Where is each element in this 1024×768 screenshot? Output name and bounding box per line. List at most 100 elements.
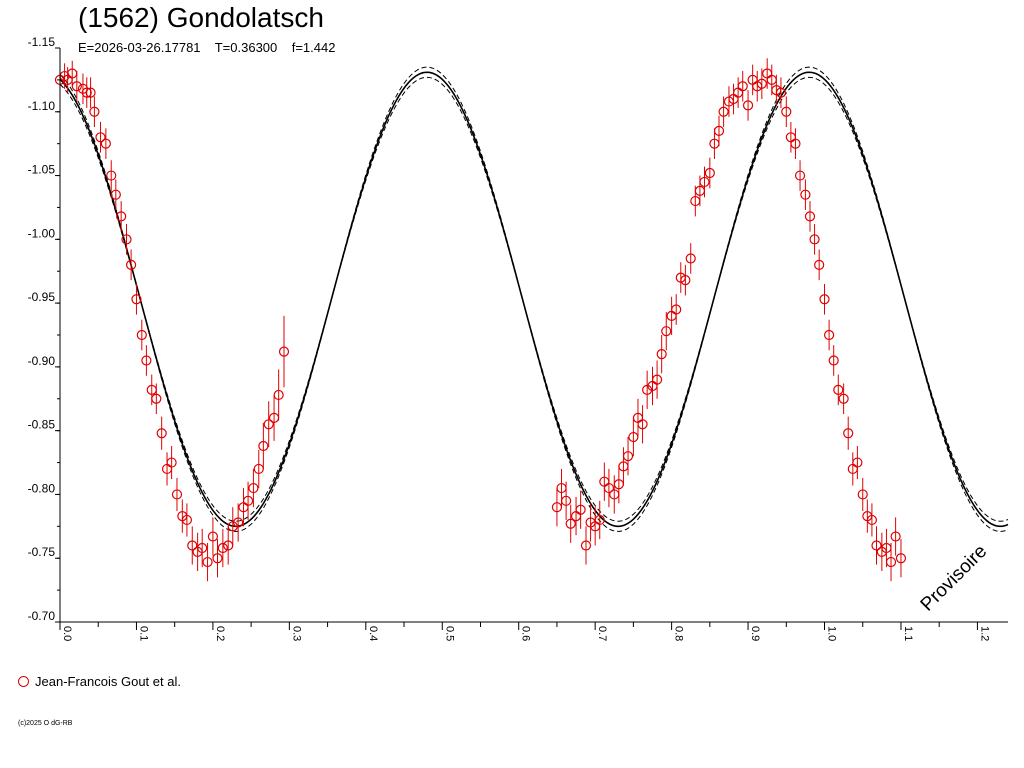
data-point	[685, 243, 696, 274]
point-marker	[828, 355, 839, 366]
data-point	[603, 468, 615, 508]
point-marker	[843, 428, 854, 439]
y-tick-label: -0.85	[28, 418, 56, 432]
data-point	[71, 70, 82, 102]
provisoire-watermark: Provisoire	[917, 541, 992, 616]
point-marker	[565, 518, 576, 529]
data-point	[207, 517, 219, 556]
y-tick-label: -0.80	[28, 481, 56, 495]
data-point	[212, 539, 223, 578]
data-point	[95, 121, 106, 153]
point-marker	[580, 540, 592, 551]
point-marker	[603, 482, 615, 494]
lightcurve-chart: -1.15 -1.10 -1.05 -1.00 -0.95 -0.90 -0.85 -0.80…	[28, 35, 1009, 641]
x-tick-label: 0.4	[367, 626, 379, 641]
point-marker	[217, 542, 228, 554]
data-point	[852, 445, 863, 480]
x-tick-label: 0.5	[443, 626, 455, 641]
point-marker	[800, 189, 811, 200]
x-tick-label: 1.2	[978, 626, 990, 641]
point-marker	[637, 419, 648, 430]
data-point	[838, 383, 849, 415]
data-point	[136, 319, 147, 351]
data-point	[890, 517, 901, 556]
data-point	[713, 115, 725, 147]
data-point	[278, 315, 290, 388]
data-point	[202, 542, 213, 582]
data-point	[828, 345, 839, 376]
data-point	[671, 294, 682, 325]
point-marker	[561, 495, 572, 506]
point-marker	[141, 355, 152, 366]
point-marker	[824, 329, 835, 341]
point-marker	[202, 556, 213, 568]
chart-title: (1562) Gondolatsch	[78, 2, 324, 33]
data-point	[642, 370, 653, 409]
point-marker	[85, 87, 96, 98]
data-point	[781, 96, 792, 128]
data-point	[800, 179, 811, 210]
data-point	[217, 528, 228, 568]
x-tick-label: 0.1	[137, 626, 149, 641]
data-point	[106, 160, 117, 191]
point-marker	[575, 504, 586, 515]
data-point	[126, 249, 137, 281]
legend: Jean-Francois Gout et al.	[18, 674, 181, 689]
point-marker	[671, 304, 682, 315]
point-marker	[273, 389, 284, 401]
data-point	[273, 369, 284, 421]
data-point	[675, 262, 686, 293]
data-point	[809, 224, 820, 255]
data-point	[227, 507, 238, 546]
point-marker	[71, 81, 82, 92]
point-marker	[110, 189, 121, 200]
data-point	[85, 77, 96, 108]
data-point	[651, 360, 663, 399]
axes: -1.15 -1.10 -1.05 -1.00 -0.95 -0.90 -0.85 -0.80…	[28, 35, 1008, 641]
copyright-text: (c)2025 O dG-RB	[18, 720, 73, 727]
data-points	[54, 58, 907, 582]
y-tick-label: -1.15	[28, 35, 56, 49]
point-marker	[151, 393, 162, 404]
data-point	[857, 477, 868, 512]
point-marker	[742, 100, 754, 111]
data-point	[885, 542, 897, 582]
data-point	[580, 526, 592, 565]
data-point	[570, 496, 582, 536]
x-tick-label: 1.0	[826, 626, 838, 641]
point-marker	[790, 138, 801, 149]
data-point	[121, 224, 132, 255]
point-marker	[852, 457, 863, 468]
point-marker	[622, 451, 634, 462]
data-point	[756, 68, 767, 100]
y-tick-label: -1.00	[28, 226, 56, 240]
data-point	[771, 74, 782, 106]
data-point	[187, 526, 198, 565]
data-point	[248, 468, 259, 508]
y-tick-label: -0.90	[28, 354, 56, 368]
data-point	[622, 437, 634, 476]
data-point	[233, 503, 244, 542]
point-marker	[126, 259, 137, 270]
point-marker	[81, 87, 92, 98]
point-marker	[212, 553, 223, 564]
point-marker	[857, 489, 868, 500]
point-marker	[100, 138, 111, 149]
data-point	[156, 416, 167, 450]
data-point	[737, 70, 748, 102]
data-point	[742, 90, 754, 121]
data-point	[551, 488, 563, 527]
point-marker	[804, 211, 816, 222]
point-marker	[895, 553, 907, 564]
data-point	[628, 417, 639, 457]
data-point	[895, 539, 907, 578]
model-curve-main	[59, 71, 1009, 528]
data-point	[599, 462, 610, 501]
point-marker	[737, 81, 748, 92]
point-marker	[95, 132, 106, 143]
data-point	[253, 449, 264, 489]
data-point	[632, 398, 644, 438]
point-marker	[106, 170, 117, 181]
data-point	[871, 526, 882, 565]
data-point	[166, 445, 177, 480]
